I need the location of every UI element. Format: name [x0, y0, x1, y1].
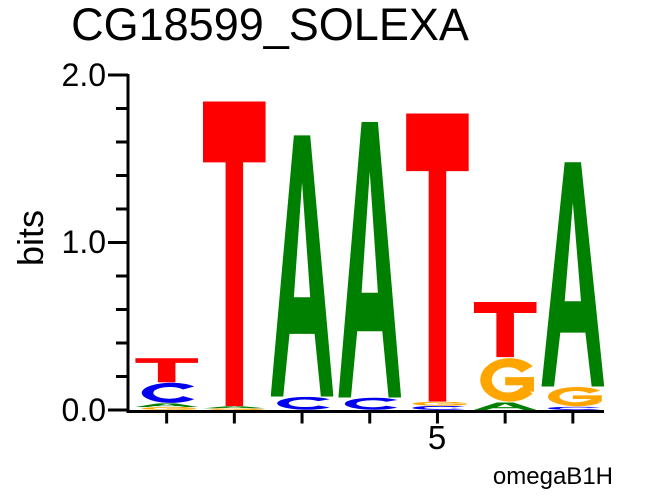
logo-letter-G-pos7	[547, 386, 602, 407]
logo-letter-T-pos1	[135, 358, 198, 383]
logo-letter-G-pos6	[480, 358, 534, 402]
logo-letter-stacks	[135, 101, 605, 410]
logo-letter-G-pos1	[141, 407, 196, 410]
y-axis-ticks	[108, 73, 128, 412]
logo-letter-A-pos2	[203, 406, 266, 409]
logo-letter-C-pos4	[344, 397, 398, 410]
footer-label: omegaB1H	[492, 463, 613, 490]
logo-letter-C-pos1	[141, 382, 195, 403]
logo-letter-A-pos7	[541, 162, 605, 387]
y-axis-title: bits	[10, 209, 51, 267]
x-tick-label-5: 5	[427, 419, 447, 456]
y-tick-label-0.0: 0.0	[61, 392, 106, 428]
logo-letter-C-pos7	[547, 406, 601, 410]
logo-letter-A-pos4	[338, 121, 402, 398]
logo-letter-G-pos5	[412, 401, 467, 406]
y-tick-label-2.0: 2.0	[61, 57, 106, 93]
logo-letter-A-pos1	[135, 403, 198, 407]
logo-letter-A-pos3	[270, 135, 334, 397]
logo-letter-A-pos6	[473, 402, 537, 410]
logo-letter-T-pos5	[406, 113, 469, 402]
x-axis-ticks	[165, 413, 575, 424]
logo-letter-C-pos5	[412, 405, 466, 410]
y-tick-label-1.0: 1.0	[61, 224, 106, 260]
logo-letter-T-pos2	[203, 101, 266, 407]
logo-letter-C-pos3	[277, 396, 330, 410]
chart-title: CG18599_SOLEXA	[71, 0, 469, 50]
logo-letter-T-pos6	[473, 301, 537, 358]
logo-letter-G-pos2	[209, 408, 264, 410]
